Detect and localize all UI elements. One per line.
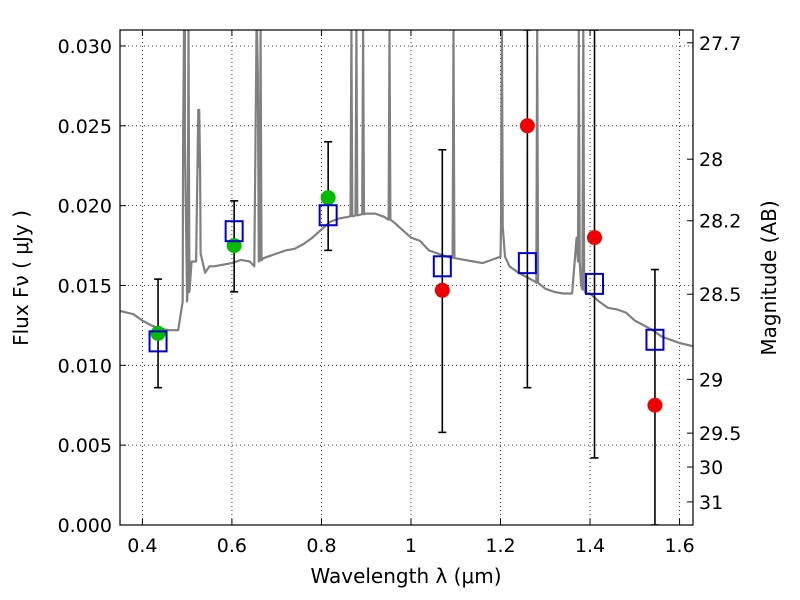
model-point	[645, 328, 665, 351]
y-axis-label: Flux Fν ( μJy )	[9, 210, 33, 346]
x-ticks: 0.4 0.6 0.8 1 1.2 1.4 1.6	[127, 30, 695, 557]
model-point	[585, 272, 605, 295]
model-point	[224, 220, 244, 243]
y-ticks: 0.000 0.005 0.010 0.015 0.020 0.025 0.030	[58, 36, 126, 537]
y-tick-label: 0.015	[58, 275, 112, 297]
y-tick-label: 0.020	[58, 196, 112, 218]
x-tick-label: 0.8	[306, 535, 336, 557]
observed-point	[150, 325, 166, 341]
template-spectrum	[120, 30, 693, 348]
plot-frame	[119, 29, 694, 526]
x-axis-label: Wavelength λ (μm)	[310, 564, 501, 588]
right-ticks: 27.7 28 28.2 28.5 29 29.5 30 31	[687, 33, 741, 514]
observed-points	[150, 118, 663, 413]
observed-point	[587, 230, 603, 246]
observed-point	[647, 397, 663, 413]
right-tick-label: 27.7	[699, 33, 741, 55]
x-tick-label: 0.6	[217, 535, 247, 557]
x-tick-label: 1	[405, 535, 417, 557]
right-tick-label: 28.2	[699, 211, 741, 233]
x-tick-label: 0.4	[127, 535, 157, 557]
model-point	[148, 330, 168, 353]
y-tick-label: 0.025	[58, 116, 112, 138]
y-tick-label: 0.030	[58, 36, 112, 58]
right-tick-label: 29	[699, 369, 723, 391]
x-tick-label: 1.6	[664, 535, 694, 557]
model-point	[318, 204, 338, 227]
y-tick-label: 0.010	[58, 355, 112, 377]
y-tick-label: 0.000	[58, 515, 112, 537]
grid	[120, 30, 693, 526]
right-tick-label: 29.5	[699, 423, 741, 445]
observed-point	[434, 282, 450, 298]
model-point	[517, 252, 537, 275]
right-axis-label: Magnitude (AB)	[757, 200, 781, 355]
model-point	[432, 255, 452, 278]
observed-point	[519, 118, 535, 134]
right-tick-label: 28	[699, 149, 723, 171]
right-tick-label: 28.5	[699, 284, 741, 306]
right-tick-label: 30	[699, 457, 723, 479]
observed-point	[320, 190, 336, 206]
x-tick-label: 1.2	[485, 535, 515, 557]
template-spectrum-line	[120, 30, 693, 348]
x-tick-label: 1.4	[575, 535, 605, 557]
right-tick-label: 31	[699, 492, 723, 514]
model-points	[148, 204, 665, 353]
y-tick-label: 0.005	[58, 435, 112, 457]
